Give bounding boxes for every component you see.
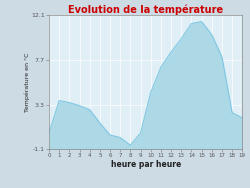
Title: Evolution de la température: Evolution de la température xyxy=(68,4,223,15)
X-axis label: heure par heure: heure par heure xyxy=(110,160,181,169)
Y-axis label: Température en °C: Température en °C xyxy=(24,53,30,112)
